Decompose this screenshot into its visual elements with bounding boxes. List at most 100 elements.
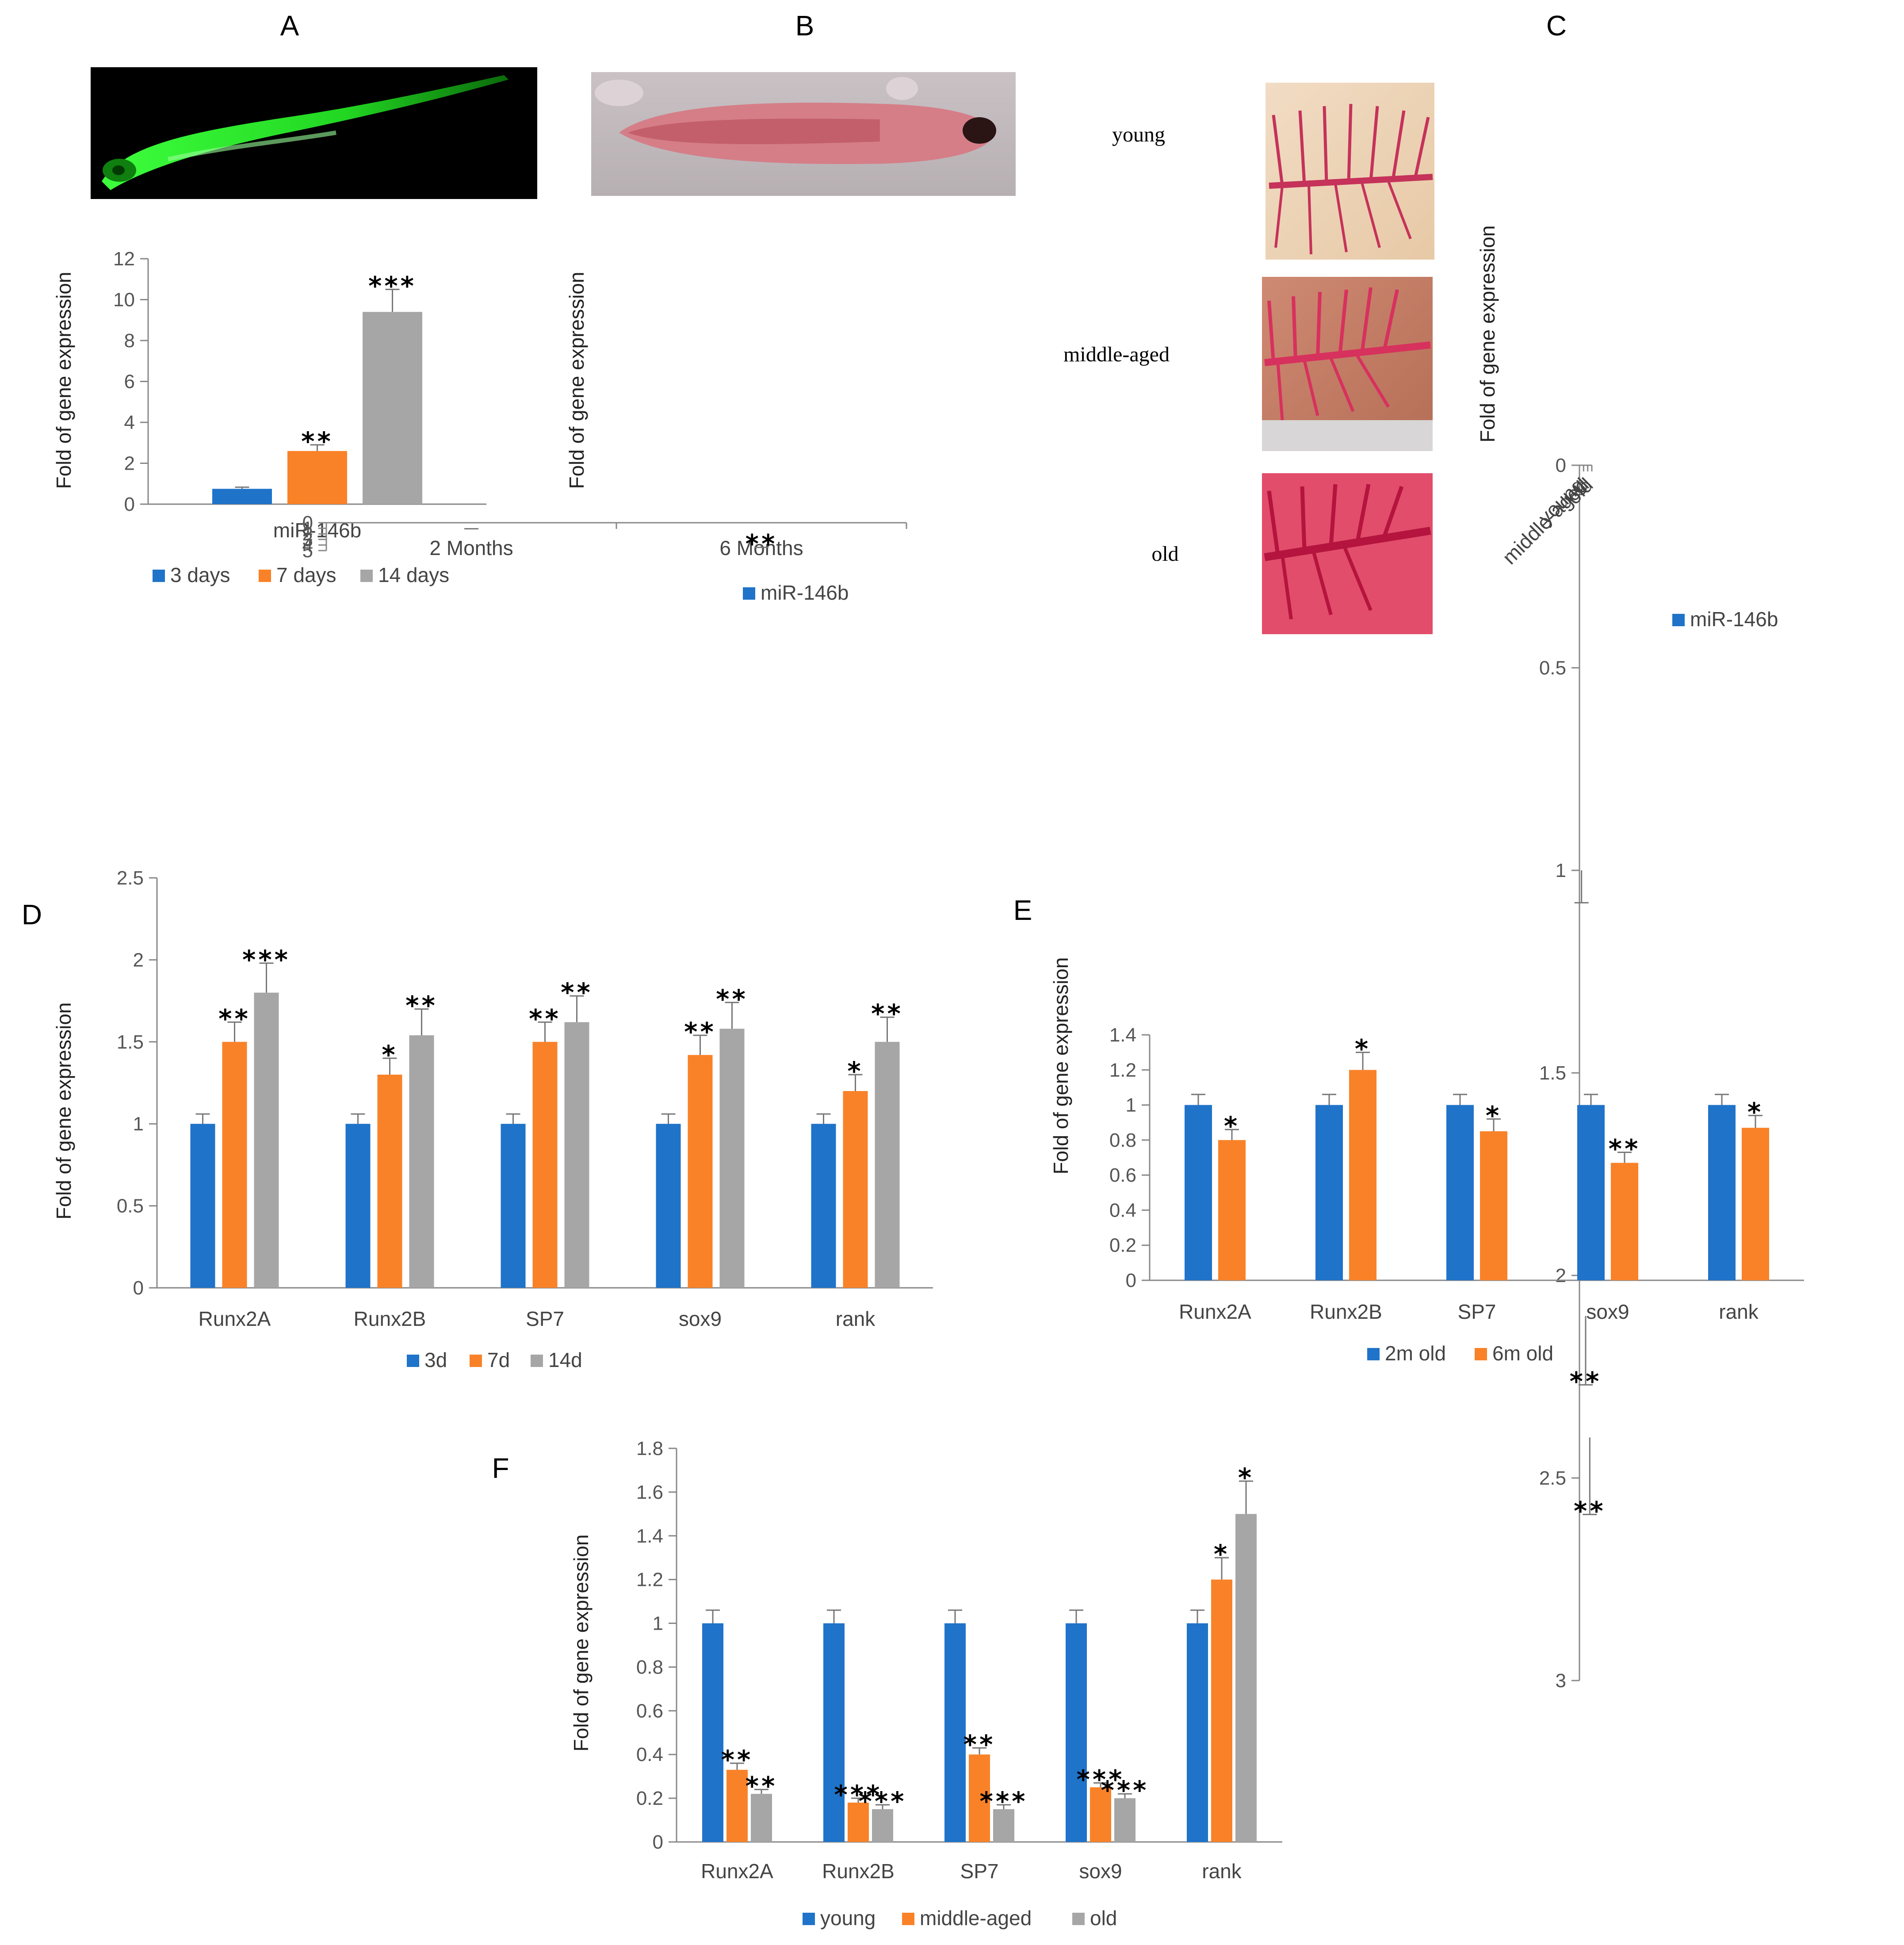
error-bar [1574,870,1589,904]
bar [702,1623,723,1842]
bar [751,1794,772,1842]
significance-label: ** [1609,1134,1641,1164]
middle-aged-skeleton-image [1262,277,1433,451]
bar [1066,1623,1087,1842]
significance-label: ** [963,1729,996,1759]
error-bar [725,1002,739,1029]
legend-label: 3d [424,1348,447,1371]
y-tick-label: 0.8 [1109,1129,1136,1151]
y-tick-label: 4 [124,412,135,433]
category-label: Runx2A [199,1307,271,1330]
category-label: sox9 [679,1307,722,1330]
significance-label: ** [871,999,903,1029]
category-label: SP7 [960,1860,999,1883]
y-axis-title: Fold of gene expression [565,272,588,489]
error-bar [848,1074,863,1091]
legend-swatch [407,1355,419,1367]
age-label-middle-aged: middle-aged [1063,343,1170,366]
y-axis-title: Fold of gene expression [1049,957,1072,1175]
bar [564,1022,589,1288]
bar [726,1769,748,1842]
bar [1577,1105,1605,1280]
y-tick-label: 0.5 [117,1195,144,1217]
legend-label: old [1090,1907,1117,1930]
legend-swatch [1672,614,1685,626]
category-label: Runx2B [354,1307,426,1330]
significance-label: ** [1574,1496,1606,1526]
category-label: Runx2A [1179,1300,1251,1323]
category-label: SP7 [1458,1300,1496,1323]
legend-swatch [470,1355,482,1367]
bar [1708,1105,1736,1280]
bar [843,1091,868,1288]
young-skeleton-image [1266,83,1434,260]
error-bar [506,1113,520,1124]
bar [212,489,272,504]
significance-label: ** [746,529,778,559]
error-bar [235,486,249,489]
significance-label: ** [405,991,438,1021]
panel-letter-a: A [280,10,299,42]
error-bar [570,995,584,1022]
y-tick-label: 0 [1126,1270,1136,1291]
error-bar [1453,1094,1467,1105]
bar [254,992,279,1288]
y-tick-label: 0.2 [1109,1235,1136,1256]
legend-label: 14d [548,1348,582,1371]
panel-letter-f: F [492,1452,509,1484]
chart-f: F Fold of gene expression 0 0.2 0.4 0.6 0.8 1 1.… [492,1438,1282,1930]
y-tick-label: 1.2 [1109,1059,1136,1081]
y-tick-label: 12 [113,248,135,270]
chart-e: E Fold of gene expression 0 0.2 0.4 0.6 0.8 1 1.… [1013,894,1804,1365]
y-tick-label: 0.6 [1109,1164,1136,1186]
legend-swatch [1475,1348,1487,1360]
old-skeleton-image [1262,473,1433,634]
panel-letter-e: E [1013,894,1032,926]
chart-d: D Fold of gene expression 0 0.5 1 1.5 2 2.5 Runx… [22,867,933,1371]
bar [1480,1131,1507,1280]
legend-swatch [259,570,271,582]
error-bar [414,1008,429,1035]
category-label: rank [836,1307,876,1330]
bar [1742,1128,1769,1280]
bar [1114,1798,1136,1842]
bar [287,451,347,504]
significance-label: * [1238,1463,1254,1493]
significance-label: *** [980,1786,1028,1816]
legend-swatch [153,570,165,582]
y-tick-label: 1.4 [1109,1024,1136,1046]
significance-label: ** [684,1017,716,1047]
significance-label: *** [834,1780,883,1810]
significance-label: ** [529,1003,561,1034]
bar [656,1124,681,1288]
error-bar [816,1113,831,1124]
bar [1349,1070,1376,1280]
bar [190,1124,215,1288]
bar [1185,1105,1212,1280]
y-tick-label: 2.5 [117,867,144,889]
legend-swatch [531,1355,543,1367]
significance-label: ** [746,1771,778,1801]
y-tick-label: 0 [124,494,135,515]
category-label: Runx2B [1310,1300,1382,1323]
bar [1611,1163,1638,1280]
bar [501,1124,526,1288]
bar [1211,1579,1232,1842]
y-tick-label: 1 [653,1613,663,1635]
y-tick-label: 0 [302,512,313,534]
bar [1187,1623,1208,1842]
y-tick-label: 2 [302,523,313,545]
bar [688,1055,713,1288]
legend-label: 7d [487,1348,510,1371]
error-bar [1191,1094,1205,1105]
error-bar [1748,1114,1763,1128]
legend-label: 3 days [170,563,230,586]
bar [1218,1140,1246,1280]
error-bar [1584,1094,1598,1105]
error-bar [1239,1480,1253,1514]
y-tick-label: 0.6 [636,1700,663,1722]
